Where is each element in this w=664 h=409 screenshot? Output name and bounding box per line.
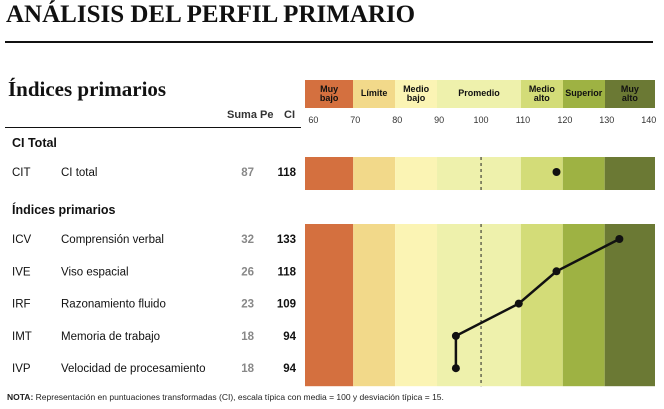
band-header: Promedio <box>437 80 521 108</box>
row-ci: 133 <box>277 234 296 246</box>
band <box>353 224 396 387</box>
band-label: Muy bajo <box>319 83 339 103</box>
row-sum: 23 <box>241 299 254 311</box>
column-header: CI <box>284 109 295 121</box>
row-ci: 109 <box>277 299 296 311</box>
column-header: Suma Pe <box>227 109 274 121</box>
band <box>395 224 438 387</box>
band-header: Medio alto <box>520 80 563 108</box>
note-text: Representación en puntuaciones transform… <box>35 392 444 402</box>
row-ci: 94 <box>283 363 296 375</box>
title-rule <box>5 41 653 43</box>
band <box>305 224 354 387</box>
row-ci: 94 <box>283 331 296 343</box>
band-header: Superior <box>562 80 605 108</box>
row-sum: 18 <box>241 363 254 375</box>
band-label: Medio alto <box>528 83 555 103</box>
band-label: Muy alto <box>620 83 639 103</box>
x-tick-label: 90 <box>434 115 444 125</box>
x-tick-label: 130 <box>599 115 614 125</box>
row-name: Velocidad de procesamiento <box>61 363 206 375</box>
band-header: Muy bajo <box>305 80 354 108</box>
band <box>604 157 655 190</box>
row-code: IRF <box>12 299 31 311</box>
score-point <box>552 267 561 276</box>
x-tick-label: 100 <box>474 115 489 125</box>
band <box>305 157 354 190</box>
score-point <box>514 299 523 308</box>
band-label: Límite <box>360 88 388 99</box>
band-header: Muy alto <box>604 80 655 108</box>
score-point <box>615 235 624 243</box>
score-point <box>451 364 460 373</box>
row-code: ICV <box>12 234 32 246</box>
section-heading: Índices primarios <box>8 77 167 101</box>
band-label: Superior <box>565 88 603 99</box>
row-name: CI total <box>61 167 97 179</box>
band <box>395 157 438 190</box>
row-name: Viso espacial <box>61 266 129 278</box>
row-sum: 32 <box>241 234 254 246</box>
x-tick-label: 70 <box>350 115 360 125</box>
section-title: CI Total <box>12 136 57 150</box>
band <box>437 224 521 387</box>
band-label: Promedio <box>458 88 500 99</box>
row-code: IMT <box>12 331 32 343</box>
row-sum: 18 <box>241 331 254 343</box>
note-label: NOTA: <box>7 392 34 402</box>
band <box>562 224 605 387</box>
row-ci: 118 <box>277 266 296 278</box>
row-code: IVE <box>12 266 31 278</box>
row-code: CIT <box>12 167 31 179</box>
header-rule <box>5 127 301 128</box>
x-tick-label: 60 <box>308 115 318 125</box>
band-header: Límite <box>353 80 396 108</box>
row-name: Memoria de trabajo <box>61 331 160 343</box>
title: ANÁLISIS DEL PERFIL PRIMARIO <box>6 1 416 28</box>
row-code: IVP <box>12 363 31 375</box>
row-sum: 26 <box>241 266 254 278</box>
row-name: Comprensión verbal <box>61 234 164 246</box>
row-sum: 87 <box>241 167 254 179</box>
band <box>520 224 563 387</box>
x-tick-label: 80 <box>392 115 402 125</box>
row-ci: 118 <box>277 167 296 179</box>
x-tick-label: 110 <box>516 115 530 125</box>
band-header: Medio bajo <box>395 80 438 108</box>
row-name: Razonamiento fluido <box>61 299 166 311</box>
band-label: Medio bajo <box>403 83 430 103</box>
band <box>604 224 655 387</box>
band <box>353 157 396 190</box>
score-point <box>451 331 460 340</box>
band <box>437 157 521 190</box>
x-tick-label: 120 <box>557 115 572 125</box>
section-title: Índices primarios <box>12 202 116 217</box>
band <box>562 157 605 190</box>
note: NOTA: Representación en puntuaciones tra… <box>7 393 444 402</box>
x-tick-label: 140 <box>641 115 656 125</box>
score-point <box>552 168 561 176</box>
